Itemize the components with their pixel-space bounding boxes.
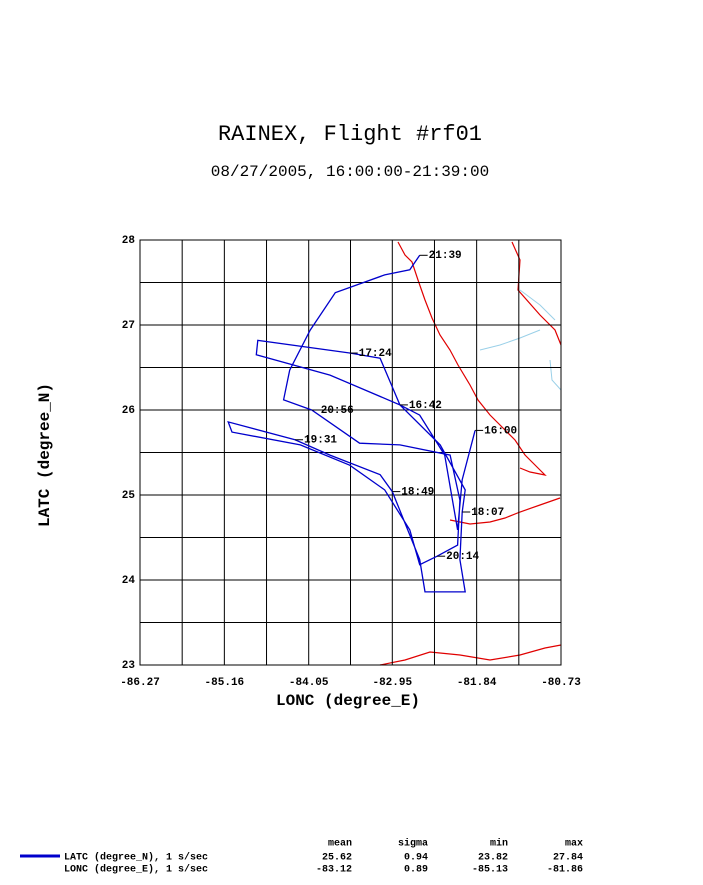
annotation: 19:31 [304,435,337,447]
x-tick-label: -81.84 [457,677,497,689]
stats-header: sigma [398,838,428,850]
chart-title: RAINEX, Flight #rf01 [218,122,482,147]
legend-label: LATC (degree_N), 1 s/sec [64,852,208,864]
annotation: 16:00 [484,425,517,437]
stats-cell: 27.84 [553,853,583,864]
y-tick-label: 26 [122,405,135,417]
x-tick-label: -80.73 [541,677,581,689]
annotation: 16:42 [409,400,442,412]
stats-cell: 23.82 [478,853,508,864]
y-tick-label: 23 [122,660,136,672]
annotation: 20:14 [446,551,479,563]
annotation: 18:49 [401,487,434,499]
x-tick-label: -84.05 [289,677,329,689]
flight-track [227,254,476,593]
stats-cell: 0.94 [404,853,428,864]
annotation: 18:07 [471,507,504,519]
river [479,289,562,391]
y-tick-label: 25 [122,490,136,502]
annotation: 20:56 [321,405,354,417]
x-tick-label: -82.95 [372,677,412,689]
stats-cell: -85.13 [472,865,508,876]
stats-cell: -81.86 [547,865,583,876]
y-tick-label: 24 [122,575,136,587]
x-axis-label: LONC (degree_E) [276,692,420,710]
y-axis-label: LATC (degree_N) [36,383,54,527]
stats-header: max [565,839,583,850]
annotation: 17:24 [359,348,392,360]
stats-cell: -83.12 [316,865,352,876]
x-tick-label: -86.27 [120,677,160,689]
stats-header: min [490,838,508,850]
stats-header: mean [328,839,352,850]
chart-subtitle: 08/27/2005, 16:00:00-21:39:00 [211,163,489,181]
stats-cell: 0.89 [404,865,428,876]
y-tick-label: 28 [122,235,136,247]
y-tick-label: 27 [122,320,135,332]
annotation: 21:39 [429,250,462,262]
coastline [379,241,562,666]
legend-label: LONC (degree_E), 1 s/sec [64,864,208,876]
stats-cell: 25.62 [322,853,352,864]
x-tick-label: -85.16 [205,677,245,689]
